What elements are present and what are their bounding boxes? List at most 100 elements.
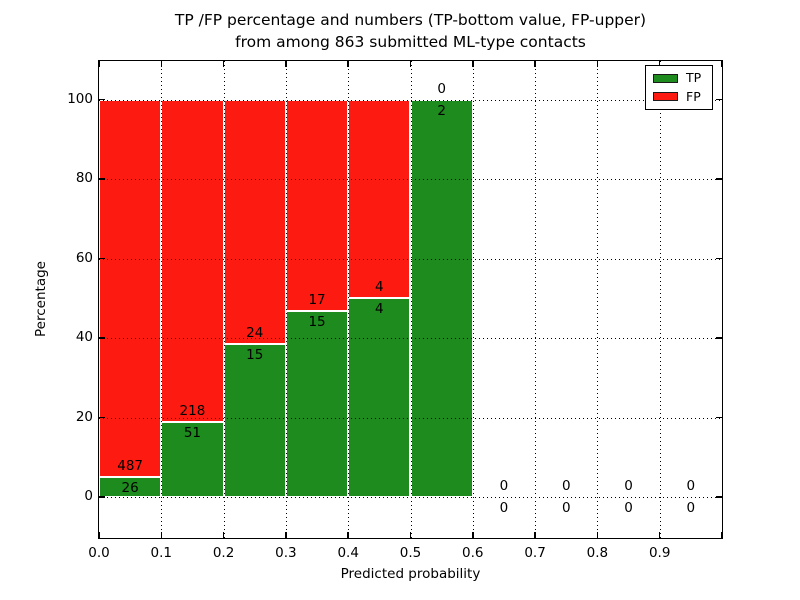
bar-fp-segment [99,99,162,477]
y-tick-mark [99,178,105,180]
x-tick-mark [658,532,661,538]
bar-tp-segment [410,99,473,498]
x-tick-mark [347,61,349,67]
y-tick-label: 20 [75,408,93,425]
x-tick-mark [472,61,474,67]
x-tick-mark [285,532,287,538]
bar-tp-segment [348,298,411,498]
x-tick-mark [721,61,723,67]
tp-count-label: 4 [375,301,384,318]
bar-tp-segment [223,344,286,498]
tp-count-label: 0 [624,500,633,517]
x-tick-mark [347,532,349,538]
y-tick-label: 40 [75,329,93,346]
y-tick-label: 100 [67,90,93,107]
y-tick-label: 0 [84,488,93,505]
x-tick-mark [222,532,225,538]
tp-color-swatch [653,73,678,83]
v-gridline [410,61,412,538]
x-tick-label: 0.2 [212,545,235,561]
bar-fp-segment [223,99,286,345]
plot-area: TP FP 487 26 218 51 24 15 17 15 4 4 0 2 0 0 0 0 0 0 0 0 0 20 4… [67,60,723,561]
x-tick-label: 0.3 [275,545,297,561]
x-tick-label: 0.6 [462,545,484,561]
tp-count-label: 0 [561,500,571,517]
y-tick-mark [99,257,105,260]
y-tick-mark [716,257,722,260]
x-tick-mark [472,532,474,538]
tp-count-label: 15 [246,347,264,364]
x-tick-mark [409,532,412,538]
x-tick-mark [534,61,536,67]
y-tick-mark [716,98,722,101]
x-tick-label: 0.7 [524,545,546,561]
legend-item-fp: FP [653,88,705,104]
fp-count-label: 4 [375,279,384,296]
x-tick-mark [596,532,599,538]
tp-count-label: 15 [308,313,326,330]
x-tick-label: 0.8 [586,545,609,561]
x-tick-mark [409,61,412,67]
v-gridline [659,61,661,538]
tp-count-label: 51 [183,424,202,441]
x-tick-label: 0.1 [150,545,173,561]
v-gridline [535,61,537,538]
tp-count-label: 2 [437,102,446,119]
v-gridline [597,61,599,538]
x-tick-mark [98,532,100,538]
x-tick-mark [658,61,661,67]
y-axis-label: Percentage [33,261,49,337]
v-gridline [348,61,350,538]
x-tick-mark [285,61,287,67]
fp-count-label: 0 [437,80,446,97]
chart-title: TP /FP percentage and numbers (TP-bottom… [99,9,722,53]
v-gridline [161,61,163,538]
fp-count-label: 17 [308,291,326,308]
y-tick-mark [716,178,722,180]
y-tick-mark [99,496,105,498]
bar-fp-segment [348,99,411,299]
legend-label-fp: FP [686,88,701,104]
fp-count-label: 487 [117,457,144,474]
x-tick-mark [721,532,723,538]
x-tick-label: 0.0 [88,545,110,561]
tp-count-label: 26 [121,479,139,496]
chart-title-line2: from among 863 submitted ML-type contact… [235,33,586,51]
fp-count-label: 0 [624,478,633,495]
bar-tp-segment [161,421,224,498]
x-tick-mark [222,61,225,67]
bar-fp-segment [285,99,349,311]
x-tick-mark [534,532,536,538]
y-tick-label: 60 [75,249,93,266]
y-tick-mark [716,496,722,498]
bar-tp-segment [285,310,349,498]
fp-color-swatch [653,92,678,102]
fp-count-label: 218 [179,402,206,419]
y-tick-mark [716,416,722,419]
v-gridline [223,61,225,538]
x-tick-label: 0.4 [337,545,359,561]
legend: TP FP [645,65,713,110]
tp-count-label: 0 [686,500,696,517]
v-gridline [285,61,287,538]
legend-item-tp: TP [653,70,705,85]
x-tick-mark [160,532,163,538]
fp-count-label: 0 [686,478,696,495]
y-tick-mark [99,337,105,339]
v-gridline [472,61,474,538]
fp-count-label: 0 [561,478,571,495]
y-tick-mark [716,337,722,339]
tp-count-label: 0 [499,500,509,517]
y-tick-label: 80 [75,170,93,187]
fp-count-label: 0 [499,478,509,495]
y-tick-mark [99,98,105,101]
x-tick-label: 0.5 [399,545,422,561]
x-tick-mark [160,61,163,67]
legend-label-tp: TP [686,70,702,85]
fp-count-label: 24 [246,325,264,342]
bar-fp-segment [161,99,224,422]
y-tick-mark [99,416,105,419]
x-tick-mark [596,61,599,67]
chart-title-line1: TP /FP percentage and numbers (TP-bottom… [174,11,647,29]
